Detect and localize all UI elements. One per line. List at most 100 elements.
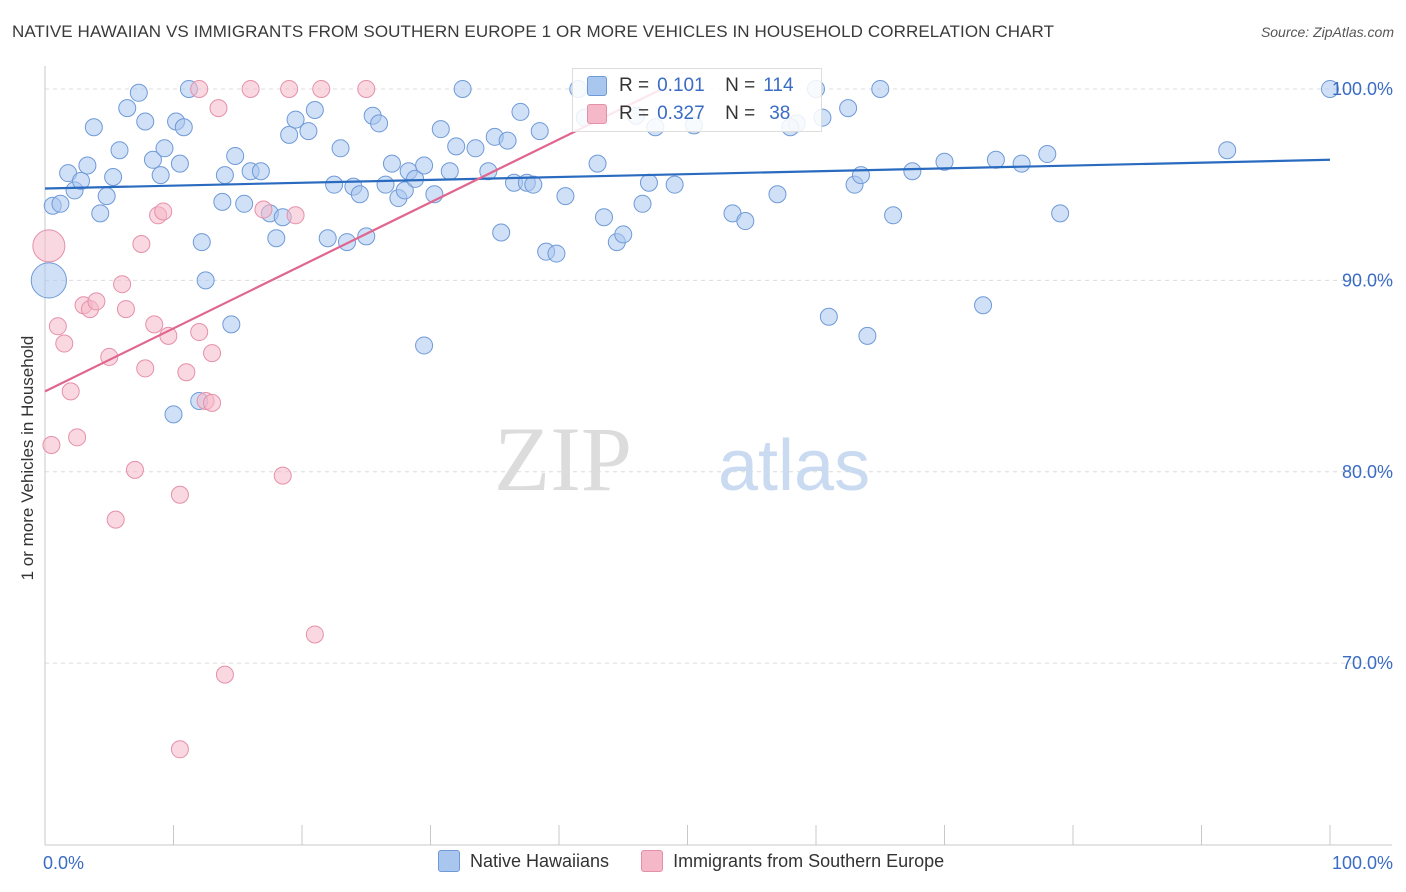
data-point [1038, 145, 1057, 164]
data-point [87, 292, 106, 311]
stats-r-label: R = [619, 103, 650, 124]
data-point [48, 317, 67, 336]
stats-r-value: 0.327 [657, 103, 705, 124]
data-point [151, 166, 170, 185]
data-point [382, 154, 401, 173]
trend-line-southern-europe [44, 87, 663, 393]
data-point [325, 175, 344, 194]
stats-n-value: 114 [763, 75, 794, 96]
data-point [530, 122, 549, 141]
data-point [318, 229, 337, 248]
data-point [768, 185, 787, 204]
data-point [215, 665, 234, 684]
data-point [174, 118, 193, 137]
data-point [32, 229, 66, 263]
data-point [209, 99, 228, 118]
data-point [254, 200, 273, 219]
data-point [357, 79, 376, 98]
data-point [871, 79, 890, 98]
data-point [819, 307, 838, 326]
data-point [415, 156, 434, 175]
data-point [1321, 79, 1339, 98]
data-point [556, 187, 575, 206]
data-point [839, 99, 858, 118]
data-point [633, 194, 652, 213]
data-point [190, 323, 209, 342]
data-point [213, 192, 232, 211]
data-point [136, 112, 155, 131]
data-point [116, 300, 135, 319]
data-point [280, 125, 299, 144]
stats-r-label: R = [619, 75, 650, 96]
data-point [97, 187, 116, 206]
watermark: ZIP atlas [494, 408, 870, 510]
data-point [498, 131, 517, 150]
data-point [170, 154, 189, 173]
data-point [415, 336, 434, 355]
data-point [286, 110, 305, 129]
data-point [350, 185, 369, 204]
data-point [447, 137, 466, 156]
data-point [665, 175, 684, 194]
data-point [974, 296, 993, 315]
series-southern-europe [32, 79, 376, 759]
data-point [241, 79, 260, 98]
data-point [331, 139, 350, 158]
source-label: Source: ZipAtlas.com [1260, 24, 1394, 40]
data-point [440, 162, 459, 181]
data-point [312, 79, 331, 98]
data-point [1051, 204, 1070, 223]
data-point [594, 208, 613, 227]
stats-r-value: 0.101 [657, 75, 705, 96]
data-point [337, 233, 356, 252]
legend-item-native-hawaiians[interactable]: Native Hawaiians [438, 850, 609, 872]
stats-row-southern-europe: R = 0.327 N = 38 [587, 103, 790, 125]
data-point [143, 150, 162, 169]
data-point [406, 169, 425, 188]
data-point [639, 173, 658, 192]
data-point [125, 460, 144, 479]
data-point [492, 223, 511, 242]
data-point [1012, 154, 1031, 173]
data-point [305, 625, 324, 644]
x-tick-label: 0.0% [43, 853, 84, 873]
data-point [524, 175, 543, 194]
data-point [110, 141, 129, 160]
data-point [299, 122, 318, 141]
data-point [104, 168, 123, 187]
data-point [588, 154, 607, 173]
data-point [78, 156, 97, 175]
data-point [190, 79, 209, 98]
data-point [376, 175, 395, 194]
data-point [935, 152, 954, 171]
trend-lines [44, 87, 1331, 393]
data-point [986, 150, 1005, 169]
data-point [30, 262, 67, 299]
data-point [106, 510, 125, 529]
data-point [55, 334, 74, 353]
y-tick-label: 100.0% [1332, 79, 1393, 99]
data-point [170, 740, 189, 759]
data-point [235, 194, 254, 213]
data-point [251, 162, 270, 181]
legend-item-southern-europe[interactable]: Immigrants from Southern Europe [641, 850, 944, 872]
tick-labels: 100.0% 90.0% 80.0% 70.0% 0.0% 100.0% [43, 79, 1393, 873]
data-point [145, 315, 164, 334]
data-point [305, 101, 324, 120]
data-point [280, 79, 299, 98]
data-point [267, 229, 286, 248]
legend-label-southern-europe: Immigrants from Southern Europe [673, 850, 945, 871]
y-tick-label: 80.0% [1342, 462, 1393, 482]
y-tick-label: 70.0% [1342, 653, 1393, 673]
data-point [466, 139, 485, 158]
legend-swatch-pink [641, 850, 664, 872]
data-point [118, 99, 137, 118]
data-point [129, 83, 148, 102]
data-point [547, 244, 566, 263]
data-point [154, 202, 173, 221]
data-point [164, 405, 183, 424]
data-point [61, 382, 80, 401]
data-point [884, 206, 903, 225]
data-point [511, 102, 530, 121]
